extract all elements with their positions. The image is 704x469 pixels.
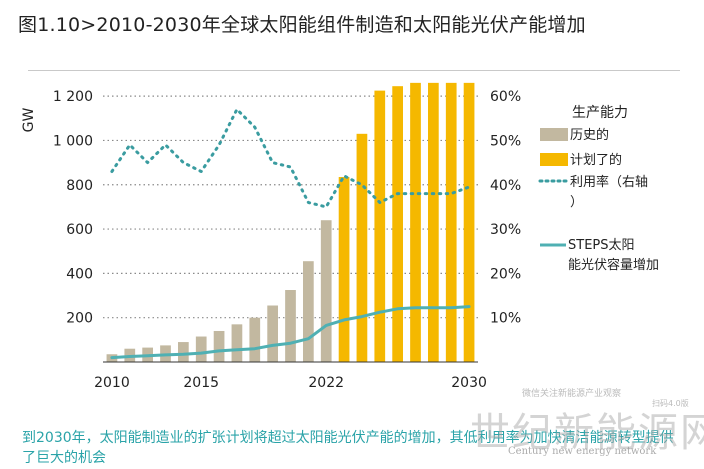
bar xyxy=(303,261,314,362)
bar xyxy=(410,82,421,362)
legend-swatch-planned xyxy=(540,153,568,166)
y2-tick-label: 30% xyxy=(490,222,521,238)
gridlines xyxy=(103,95,478,319)
y-tick-label: 1 000 xyxy=(53,133,93,149)
bar xyxy=(178,342,189,362)
y-axis-label: GW xyxy=(21,108,37,133)
bar xyxy=(445,82,457,362)
chart-title: 图1.10>2010-2030年全球太阳能组件制造和太阳能光伏产能增加 xyxy=(18,14,586,36)
bar xyxy=(231,324,243,362)
y-tick-label: 400 xyxy=(66,266,93,282)
bar xyxy=(213,330,225,362)
bar xyxy=(338,177,350,362)
y2-tick-label: 60% xyxy=(490,89,521,105)
x-tick-label: 2015 xyxy=(183,375,219,391)
bar xyxy=(249,317,261,362)
y2-tick-label: 20% xyxy=(490,266,521,282)
caption: 到2030年，太阳能制造业的扩张计划将超过太阳能光伏产能的增加，其低利用率为加快… xyxy=(22,430,674,466)
bars xyxy=(106,82,475,362)
y2-tick-label: 10% xyxy=(490,311,521,327)
y2-tick-label: 50% xyxy=(490,133,521,149)
legend-label-steps: STEPS太阳 能光伏容量增加 xyxy=(568,238,659,273)
bar xyxy=(320,220,332,362)
x-tick-label: 2022 xyxy=(308,375,344,391)
legend-title: 生产能力 xyxy=(572,105,628,121)
y2-tick-label: 40% xyxy=(490,178,521,194)
legend-label-planned: 计划了的 xyxy=(570,152,622,168)
bar xyxy=(267,305,278,362)
bar xyxy=(195,336,207,362)
y-tick-label: 200 xyxy=(66,311,93,327)
bar xyxy=(428,82,439,362)
legend-label-historical: 历史的 xyxy=(570,127,609,143)
x-tick-label: 2010 xyxy=(94,375,130,391)
title-divider xyxy=(28,70,680,71)
bar xyxy=(392,86,403,362)
y-tick-label: 600 xyxy=(66,222,93,238)
legend-label-utilization: 利用率（右轴） xyxy=(570,174,648,210)
axes: 200 400 600 800 1 000 1 200 10% 20% 30% 40% 50% 60%… xyxy=(53,89,521,391)
watermark-text: 微信关注新能源产业观察 xyxy=(522,389,622,399)
lines xyxy=(110,107,471,360)
bar xyxy=(285,290,296,362)
bar xyxy=(374,90,386,362)
watermark-brand-en: Century new energy network xyxy=(508,446,657,457)
watermark-brand: 世纪新能源网 xyxy=(470,410,704,456)
legend: 生产能力 历史的 计划了的 利用率（右轴） STEPS太阳 能光伏容量增加 xyxy=(538,105,659,273)
y-tick-label: 800 xyxy=(66,178,93,194)
watermark-scan: 扫码4.0版 xyxy=(652,399,689,408)
y-tick-label: 1 200 xyxy=(53,89,93,105)
bar xyxy=(463,82,475,362)
steps-capacity-line xyxy=(110,305,471,360)
bar xyxy=(356,133,368,362)
utilization-line xyxy=(110,107,471,209)
legend-swatch-historical xyxy=(540,128,568,141)
x-tick-label: 2030 xyxy=(451,375,487,391)
